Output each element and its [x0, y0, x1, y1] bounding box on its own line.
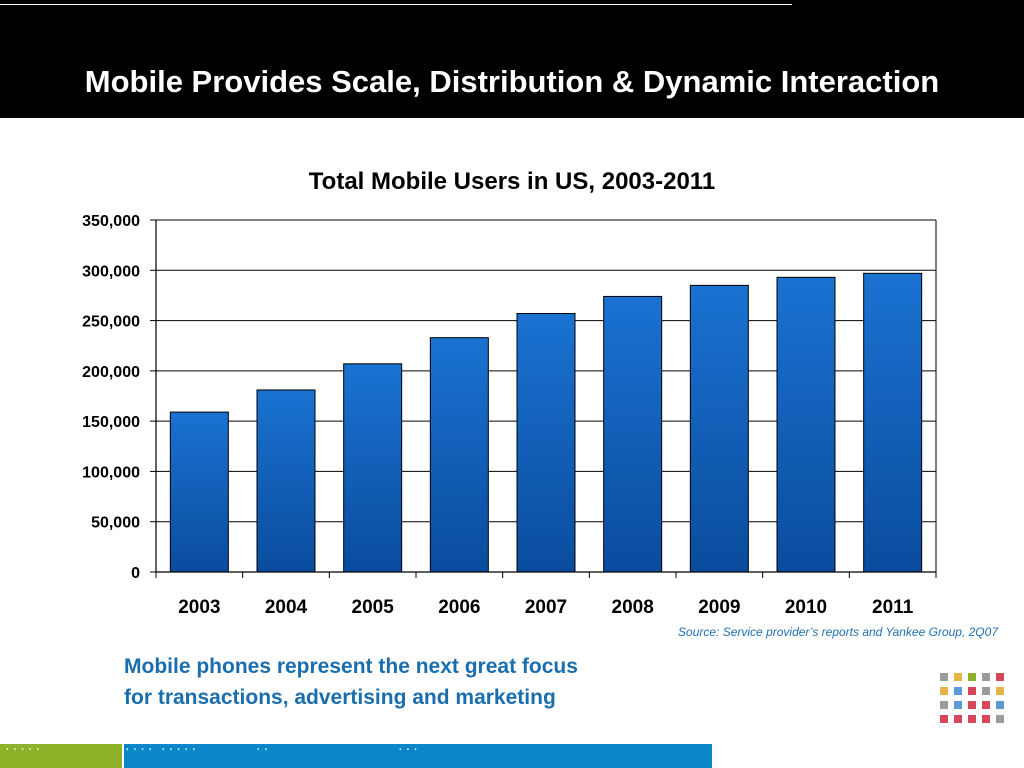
x-tick-label: 2005 — [352, 597, 395, 618]
logo-square — [940, 715, 948, 723]
y-tick-label: 200,000 — [82, 364, 140, 381]
footer-dots-5: ··· — [397, 743, 420, 756]
logo-square — [996, 687, 1004, 695]
logo-square — [940, 687, 948, 695]
y-tick-label: 0 — [131, 565, 140, 582]
x-tick-label: 2007 — [525, 597, 567, 618]
footer-dots-4: ·· — [255, 743, 271, 756]
chart-title: Total Mobile Users in US, 2003-2011 — [308, 168, 716, 195]
x-tick-label: 2011 — [872, 597, 914, 618]
header-rule — [0, 4, 792, 5]
bar-2010 — [776, 276, 836, 573]
footer-dots-1: ····· — [4, 743, 43, 756]
footer-green-bar — [0, 744, 122, 768]
logo-square — [982, 701, 990, 709]
logo-square — [968, 701, 976, 709]
logo-square — [982, 687, 990, 695]
logo-square — [996, 701, 1004, 709]
logo-square — [954, 687, 962, 695]
tick-labels: 0 50,000 100,000 150,000 200,000 250,000 300,0… — [82, 213, 914, 618]
bar-2009 — [689, 284, 749, 573]
header-bar: Mobile Provides Scale, Distribution & Dy… — [0, 0, 1024, 118]
x-tick-label: 2008 — [612, 597, 654, 618]
y-tick-label: 250,000 — [82, 314, 140, 331]
y-tick-label: 150,000 — [82, 414, 140, 431]
logo-square — [982, 715, 990, 723]
footer-dots-3: ····· — [160, 743, 199, 756]
y-tick-label: 50,000 — [91, 515, 140, 532]
y-tick-label: 100,000 — [82, 464, 140, 481]
logo-square — [954, 715, 962, 723]
logo-square — [982, 673, 990, 681]
footer-blue-bar — [124, 744, 712, 768]
x-tick-label: 2009 — [698, 597, 740, 618]
logo-square — [968, 687, 976, 695]
colored-square-grid-icon — [940, 673, 1004, 723]
logo-square — [996, 715, 1004, 723]
bars — [169, 272, 923, 573]
y-tick-label: 300,000 — [82, 263, 140, 280]
bar-2003 — [169, 411, 229, 573]
bar-2011 — [863, 272, 923, 573]
bar-2007 — [516, 313, 576, 573]
logo-square — [968, 715, 976, 723]
tagline: Mobile phones represent the next great f… — [124, 651, 724, 713]
x-tick-label: 2004 — [265, 597, 308, 618]
tagline-line-2: for transactions, advertising and market… — [124, 686, 556, 709]
footer-dots-2: ···· — [124, 743, 155, 756]
bar-2006 — [429, 337, 489, 573]
x-tick-label: 2010 — [785, 597, 827, 618]
logo-square — [996, 673, 1004, 681]
x-tick-label: 2003 — [178, 597, 220, 618]
y-tick-label: 350,000 — [82, 213, 140, 230]
tagline-line-1: Mobile phones represent the next great f… — [124, 655, 578, 678]
logo-square — [940, 673, 948, 681]
logo-square — [940, 701, 948, 709]
slide-title: Mobile Provides Scale, Distribution & Dy… — [84, 64, 940, 99]
axes — [150, 219, 937, 578]
bar-2004 — [256, 389, 316, 573]
bar-2008 — [603, 295, 663, 573]
bar-2005 — [343, 363, 403, 573]
logo-square — [968, 673, 976, 681]
source-note: Source: Service provider’s reports and Y… — [678, 625, 998, 639]
logo-square — [954, 701, 962, 709]
logo-square — [954, 673, 962, 681]
x-tick-label: 2006 — [438, 597, 480, 618]
